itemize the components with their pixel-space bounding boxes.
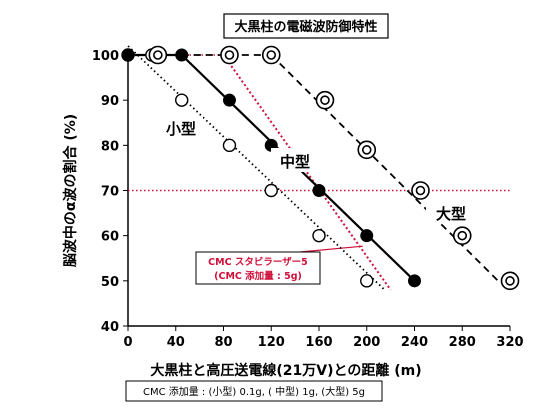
data-point-series-2-4-inner <box>361 145 372 155</box>
x-tick-label: 0 <box>123 335 132 350</box>
x-tick-label: 40 <box>167 335 185 350</box>
annotation-arrow <box>299 245 363 253</box>
x-tick-label: 320 <box>496 335 523 350</box>
x-tick-label: 120 <box>258 335 285 350</box>
footnote: CMC 添加量 : (小型) 0.1g, ( 中型) 1g, (大型) 5g <box>143 385 365 398</box>
data-point-series-2-6-inner <box>457 230 468 241</box>
data-point-series-2-7-inner <box>505 276 515 286</box>
data-point-series-2-5-inner <box>415 185 426 196</box>
series-label-box-medium <box>271 148 319 172</box>
y-tick-label: 70 <box>101 185 119 200</box>
data-point-series-1-6 <box>408 274 421 288</box>
data-point-series-0-5 <box>312 228 326 243</box>
x-tick-label: 240 <box>401 335 428 350</box>
x-tick-label: 160 <box>305 335 332 350</box>
fit-line-series-0 <box>127 45 386 291</box>
y-tick-label: 60 <box>101 230 119 245</box>
title-box <box>223 13 389 39</box>
y-axis-label: 脳波中のα波の割合 (%) <box>62 114 79 267</box>
data-point-series-1-4 <box>312 184 326 197</box>
x-tick-label: 200 <box>353 335 380 350</box>
y-tick-label: 40 <box>101 320 119 335</box>
series-label-box-small <box>159 116 203 140</box>
data-point-series-2-3-inner <box>320 95 330 105</box>
annotation-line-2: (CMC 添加量 : 5g) <box>214 270 302 282</box>
x-tick-label: 280 <box>449 335 476 350</box>
data-point-series-1-1 <box>175 48 189 62</box>
series-label-box-large <box>426 200 476 224</box>
data-point-series-0-2 <box>175 93 189 107</box>
series-label-small: 小型 <box>166 120 196 138</box>
frame-layer: 40 50 60 70 80 90 100 0 40 80 120 160 200 240 280 320 脳波… <box>62 49 524 350</box>
footnote-box <box>125 380 383 402</box>
data-point-series-2-0-inner <box>153 50 163 60</box>
data-point-series-0-6 <box>360 274 374 288</box>
x-tick-label: 80 <box>214 335 232 350</box>
data-point-series-1-0 <box>121 48 135 62</box>
y-tick-label: 50 <box>101 275 119 290</box>
data-point-series-2-2-inner <box>266 50 277 60</box>
data-point-series-1-5 <box>360 229 374 243</box>
data-point-series-2-1-inner <box>224 50 235 60</box>
series-label-large: 大型 <box>436 205 466 223</box>
x-axis-label: 大黒柱と高圧送電線(21万V)との距離 (m) <box>150 362 421 379</box>
y-tick-label: 90 <box>101 94 119 109</box>
data-point-series-0-4 <box>264 183 278 198</box>
labels-layer: 大黒柱の電磁波防御特性 大黒柱と高圧送電線(21万V)との距離 (m) CMC … <box>125 13 476 402</box>
y-tick-label: 100 <box>92 49 119 64</box>
reference-line-diagonal <box>222 54 392 291</box>
data-points-layer <box>121 45 520 291</box>
annotation-line-1: CMC スタビラーザー5 <box>208 256 308 268</box>
data-point-series-1-2 <box>222 93 236 107</box>
chart-title: 大黒柱の電磁波防御特性 <box>234 19 377 35</box>
y-tick-label: 80 <box>101 139 119 154</box>
data-point-series-0-3 <box>222 138 237 153</box>
annotation-box <box>195 251 321 285</box>
series-label-medium: 中型 <box>280 153 310 171</box>
